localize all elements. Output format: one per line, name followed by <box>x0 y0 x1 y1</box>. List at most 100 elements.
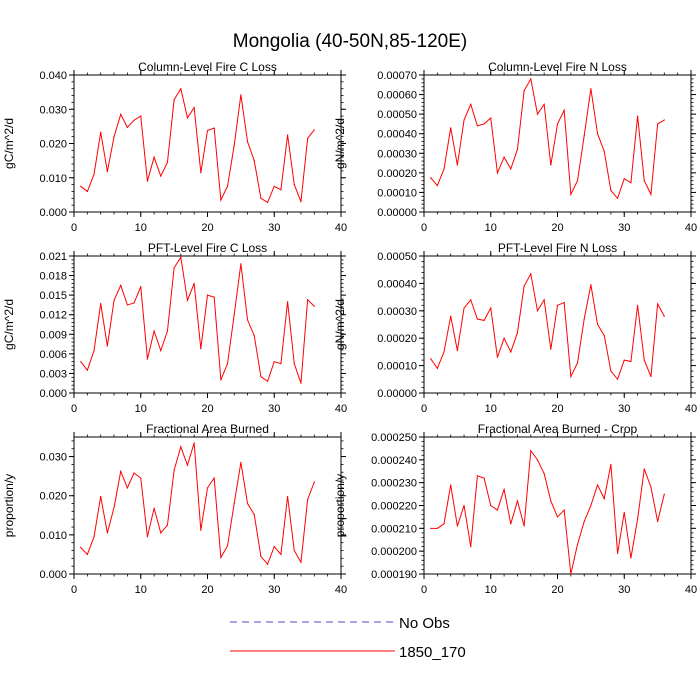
series-point <box>253 160 255 162</box>
series-point <box>100 303 102 305</box>
y-tick-label: 0.00040 <box>377 129 417 141</box>
figure-title: Mongolia (40-50N,85-120E) <box>233 31 467 52</box>
series-point <box>220 379 222 381</box>
chart-panel: Column-Level Fire C Loss 0 10 20 30 40 0.000 0.… <box>2 60 347 234</box>
x-tick-label: 10 <box>485 403 497 415</box>
y-tick-label: 0.009 <box>39 329 67 341</box>
series-point <box>630 182 632 184</box>
y-tick-label: 0.000220 <box>371 501 417 513</box>
series-point <box>603 334 605 337</box>
chart-title: Fractional Area Burned <box>146 422 269 436</box>
x-tick-label: 10 <box>135 403 147 415</box>
series-point <box>200 172 202 174</box>
series-point <box>140 477 142 479</box>
x-tick-label: 0 <box>71 222 77 234</box>
series-point <box>273 361 275 363</box>
series-point <box>133 302 135 304</box>
series-point <box>293 549 295 552</box>
x-tick-label: 20 <box>551 222 563 234</box>
series-point <box>126 304 128 306</box>
y-tick-label: 0.006 <box>39 349 67 361</box>
y-tick-label: 0.020 <box>39 139 67 151</box>
series-point <box>443 523 445 525</box>
series-point <box>260 376 262 378</box>
series-point <box>476 318 478 320</box>
series-point <box>173 469 175 471</box>
series-point <box>576 543 579 545</box>
series-point <box>610 463 612 465</box>
series-point <box>510 351 512 353</box>
series-point <box>126 487 128 489</box>
series-point <box>663 119 665 121</box>
plot-frame <box>73 255 342 394</box>
series-point <box>120 113 122 115</box>
series-line <box>80 442 315 566</box>
series-point <box>260 197 262 199</box>
series-point <box>570 375 572 378</box>
y-tick-label: 0.030 <box>39 104 67 116</box>
series-point <box>657 303 659 305</box>
y-tick-label: 0.00020 <box>377 168 417 180</box>
y-tick-label: 0.000250 <box>371 432 417 444</box>
series-line <box>430 77 665 200</box>
y-tick-label: 0.000 <box>39 388 67 400</box>
series-point <box>226 545 229 547</box>
legend-1850-170-label: 1850_170 <box>399 644 466 661</box>
series-point <box>650 486 652 488</box>
series-point <box>260 555 262 557</box>
series-point <box>630 557 632 559</box>
series-point <box>603 150 605 152</box>
series-point <box>496 172 499 174</box>
series-point <box>503 488 505 491</box>
y-tick-label: 0.00010 <box>377 361 417 373</box>
series-point <box>657 123 659 125</box>
series-point <box>293 184 295 186</box>
x-tick-label: 30 <box>618 222 630 234</box>
series-point <box>293 363 295 365</box>
series-point <box>510 168 512 170</box>
series-point <box>563 301 565 304</box>
series-point <box>193 282 195 284</box>
x-tick-label: 30 <box>268 222 280 234</box>
chart-panel: Fractional Area Burned - Crop 0 10 20 30 40 0.… <box>333 422 697 596</box>
series-line <box>430 449 665 575</box>
x-tick-label: 0 <box>421 403 427 415</box>
y-tick-label: 0.021 <box>39 251 67 263</box>
series-point <box>430 177 432 179</box>
series-point <box>650 375 652 378</box>
series-point <box>106 532 108 534</box>
series-point <box>590 88 592 90</box>
x-tick-label: 0 <box>71 584 77 596</box>
series-point <box>430 527 432 529</box>
y-tick-label: 0.00000 <box>377 207 417 219</box>
series-point <box>113 136 115 138</box>
series-point <box>273 185 275 187</box>
series-point <box>623 178 625 180</box>
legend: No Obs 1850_170 <box>230 615 466 661</box>
y-tick-label: 0.040 <box>39 70 67 82</box>
chart-title: Column-Level Fire C Loss <box>138 60 277 74</box>
series-point <box>106 170 108 173</box>
chart-title: Fractional Area Burned - Crop <box>478 422 638 436</box>
x-tick-label: 30 <box>268 403 280 415</box>
chart-title: PFT-Level Fire N Loss <box>498 241 617 255</box>
series-point <box>490 307 492 309</box>
series-point <box>186 117 189 119</box>
series-point <box>516 148 519 150</box>
series-point <box>536 310 539 312</box>
series-point <box>563 509 565 511</box>
series-point <box>536 459 539 461</box>
series-point <box>616 552 619 555</box>
series-point <box>637 115 639 117</box>
series-point <box>100 131 102 133</box>
y-tick-label: 0.00010 <box>377 187 417 199</box>
series-point <box>146 180 149 182</box>
series-point <box>180 446 182 448</box>
series-point <box>280 553 282 556</box>
series-point <box>193 442 195 444</box>
plot-frame <box>73 74 342 213</box>
series-point <box>590 504 592 507</box>
series-point <box>186 299 189 301</box>
series-point <box>470 299 472 301</box>
series-point <box>543 103 545 105</box>
